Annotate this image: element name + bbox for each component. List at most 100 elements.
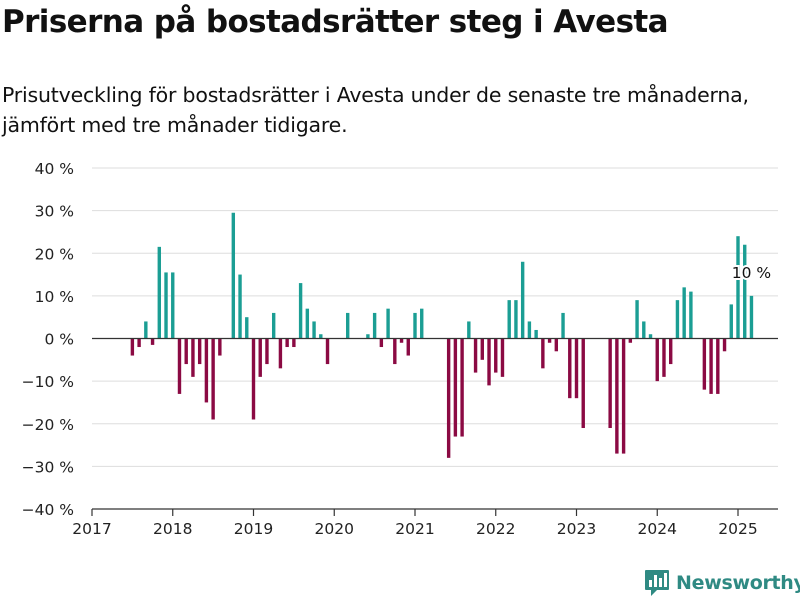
bar	[554, 338, 559, 352]
bar	[184, 338, 188, 365]
bar	[655, 338, 659, 382]
bar	[164, 272, 168, 339]
bar	[460, 338, 464, 437]
bar	[749, 295, 754, 339]
bar	[171, 272, 175, 339]
x-tick-label: 2018	[153, 520, 192, 538]
bar	[716, 338, 720, 394]
bar	[218, 338, 222, 356]
bar	[258, 338, 262, 377]
newsworthy-logo-icon	[645, 570, 669, 596]
bar	[238, 274, 242, 339]
bar	[675, 300, 680, 339]
chart-subtitle: Prisutveckling för bostadsrätter i Avest…	[2, 83, 749, 137]
chart-title: Priserna på bostadsrätter steg i Avesta	[2, 4, 669, 40]
bar	[480, 338, 484, 360]
y-tick-label: −10 %	[22, 373, 74, 391]
newsworthy-logo: Newsworthy	[644, 567, 800, 599]
bar	[500, 338, 505, 377]
x-tick-label: 2023	[557, 520, 596, 538]
y-tick-label: 0 %	[44, 331, 74, 349]
x-tick-label: 2024	[638, 520, 677, 538]
bar	[399, 338, 404, 343]
bar	[722, 338, 727, 352]
y-tick-label: 10 %	[35, 288, 74, 306]
bar	[662, 338, 666, 377]
bar	[271, 312, 276, 339]
bar	[346, 312, 350, 339]
y-axis-tick-labels: −40 % −30 % −20 % −10 % 0 % 10 % 20 % 30 % 40 %	[22, 160, 74, 519]
y-tick-label: −40 %	[22, 501, 74, 519]
bar	[278, 338, 283, 369]
bar	[251, 338, 256, 420]
x-tick-label: 2025	[718, 520, 757, 538]
bar	[507, 300, 511, 339]
bar	[615, 338, 619, 454]
bar	[648, 334, 653, 339]
bar	[406, 338, 410, 356]
bar	[642, 321, 646, 339]
bar	[285, 338, 289, 348]
data-label: 10 %	[732, 264, 771, 282]
bar	[265, 338, 269, 365]
bar	[386, 308, 390, 339]
x-tick-label: 2020	[315, 520, 354, 538]
bar	[312, 321, 316, 339]
bar	[325, 338, 330, 365]
annotations: 10 %	[730, 262, 773, 284]
bar	[608, 338, 612, 429]
bar	[487, 338, 491, 386]
bar	[319, 334, 323, 339]
bar	[292, 338, 296, 348]
x-axis: 2017 2018 2019 2020 2021 2022 2023 2024 2025	[72, 508, 778, 538]
bar	[541, 338, 545, 369]
bar	[372, 312, 377, 339]
bar	[527, 321, 532, 339]
bar	[366, 334, 370, 339]
bar	[137, 338, 141, 348]
bar	[305, 308, 310, 339]
y-tick-label: −20 %	[22, 416, 74, 434]
bar	[379, 338, 384, 348]
bar	[581, 338, 585, 429]
y-tick-label: 40 %	[35, 160, 74, 178]
bar	[568, 338, 572, 399]
bar	[157, 246, 161, 339]
bar	[177, 338, 182, 394]
bar	[473, 338, 478, 373]
bar	[743, 244, 747, 339]
x-tick-label: 2019	[234, 520, 273, 538]
y-tick-label: −30 %	[22, 458, 74, 476]
bar	[413, 312, 417, 339]
bar	[144, 321, 148, 339]
bar	[534, 329, 538, 339]
bar	[191, 338, 195, 377]
y-tick-label: 20 %	[35, 245, 74, 263]
bar	[494, 338, 498, 373]
bar	[197, 338, 202, 365]
bar	[520, 261, 525, 339]
bar	[231, 212, 236, 339]
x-tick-label: 2021	[395, 520, 434, 538]
bar	[736, 236, 740, 339]
bar	[702, 338, 707, 390]
y-tick-label: 30 %	[35, 203, 74, 221]
bar	[682, 287, 686, 339]
bar	[245, 317, 249, 339]
bar	[211, 338, 215, 420]
bar	[420, 308, 424, 339]
bar	[689, 291, 693, 339]
bar	[547, 338, 552, 343]
bar-chart: −40 %−30 %−20 %−10 %0 %10 %20 %30 %40 % …	[22, 160, 778, 538]
bar	[628, 338, 633, 343]
bar	[709, 338, 713, 394]
bar	[574, 338, 579, 399]
bar	[150, 338, 155, 345]
bar	[393, 338, 397, 365]
bar	[204, 338, 209, 403]
bar	[514, 300, 518, 339]
bar	[621, 338, 626, 454]
bar	[729, 304, 733, 339]
bar	[561, 312, 565, 339]
bars	[130, 212, 754, 458]
